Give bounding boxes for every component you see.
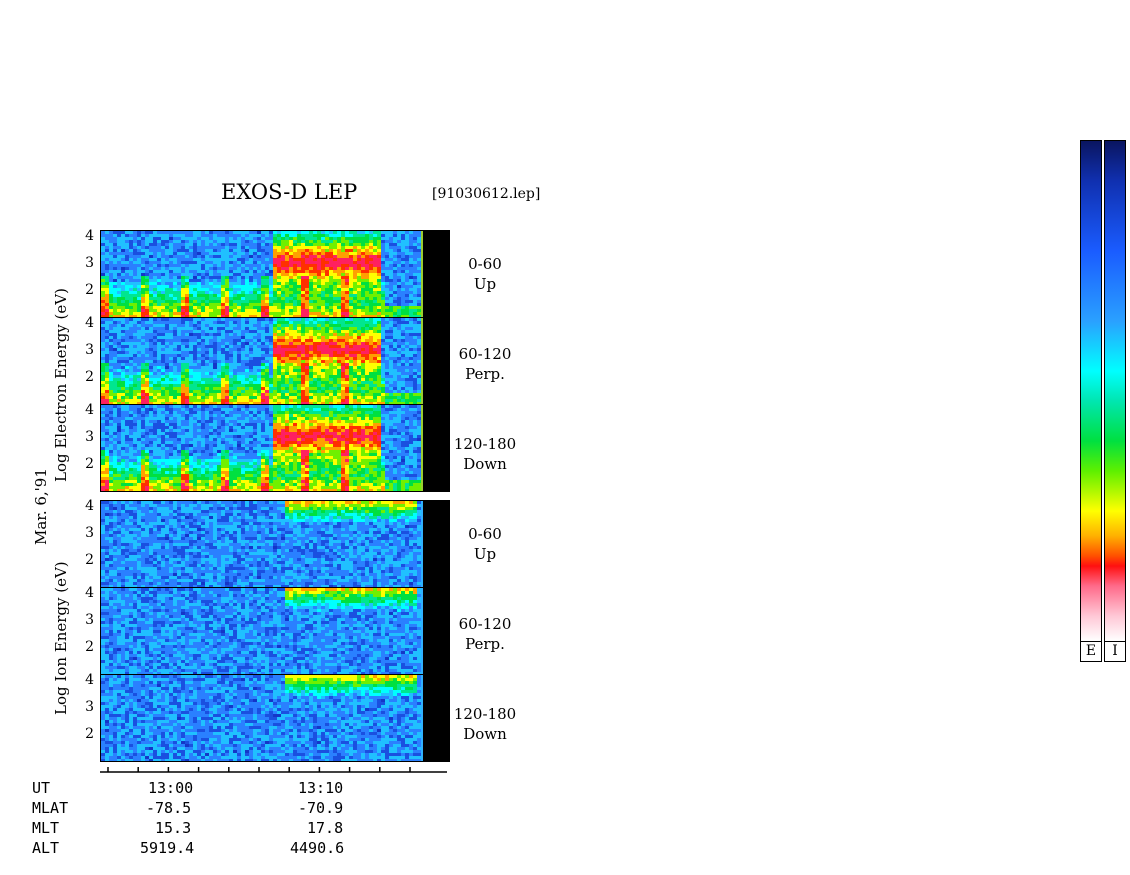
y-tick-label: 4 xyxy=(85,672,94,688)
y-tick-label: 3 xyxy=(85,429,94,445)
channel-label: 0-60 Up xyxy=(468,525,502,563)
electron-up-panel xyxy=(100,230,450,318)
colorbar-label-i: I xyxy=(1105,641,1125,661)
channel-label: 0-60 Up xyxy=(468,255,502,293)
channel-label: 120-180 Down xyxy=(453,705,517,743)
y-tick-label: 2 xyxy=(85,726,94,742)
chart-title: EXOS-D LEP xyxy=(221,180,358,204)
y-tick-label: 3 xyxy=(85,525,94,541)
y-tick-label: 2 xyxy=(85,552,94,568)
channel-label: 120-180 Down xyxy=(453,435,517,473)
y-tick-label: 4 xyxy=(85,228,94,244)
footer-ut-2: 13:10 xyxy=(298,779,344,797)
y-tick-label: 4 xyxy=(85,585,94,601)
footer-mlat-2: -70.9 xyxy=(298,799,344,817)
electron-colorbar: E xyxy=(1080,140,1102,662)
y-tick-label: 2 xyxy=(85,369,94,385)
footer-alt-1: 5919.4 xyxy=(140,839,195,857)
footer-label-alt: ALT xyxy=(32,839,60,857)
channel-label: 60-120 Perp. xyxy=(458,615,512,653)
file-name: [91030612.lep] xyxy=(432,186,541,202)
colorbar-gradient xyxy=(1081,141,1101,641)
ion-axis-label: Log Ion Energy (eV) xyxy=(52,561,70,715)
footer-label-mlt: MLT xyxy=(32,819,60,837)
y-tick-label: 4 xyxy=(85,315,94,331)
y-tick-label: 3 xyxy=(85,255,94,271)
ion-colorbar: I xyxy=(1104,140,1126,662)
footer-label-ut: UT xyxy=(32,779,51,797)
channel-label: 60-120 Perp. xyxy=(458,345,512,383)
colorbar-gradient xyxy=(1105,141,1125,641)
footer-alt-2: 4490.6 xyxy=(290,839,345,857)
footer-label-mlat: MLAT xyxy=(32,799,69,817)
colorbar-label-e: E xyxy=(1081,641,1101,661)
y-tick-label: 3 xyxy=(85,612,94,628)
y-tick-label: 4 xyxy=(85,402,94,418)
footer-mlat-1: -78.5 xyxy=(146,799,192,817)
y-tick-label: 2 xyxy=(85,456,94,472)
footer-ut-1: 13:00 xyxy=(148,779,194,797)
ion-up-panel xyxy=(100,500,450,588)
date-label: Mar. 6,'91 xyxy=(32,468,50,545)
footer-mlt-2: 17.8 xyxy=(307,819,344,837)
y-tick-label: 4 xyxy=(85,498,94,514)
y-tick-label: 2 xyxy=(85,639,94,655)
y-tick-label: 3 xyxy=(85,342,94,358)
electron-down-panel xyxy=(100,404,450,492)
time-axis xyxy=(100,767,447,773)
ion-perp-panel xyxy=(100,587,450,675)
electron-axis-label: Log Electron Energy (eV) xyxy=(52,288,70,482)
footer-mlt-1: 15.3 xyxy=(155,819,192,837)
electron-perp-panel xyxy=(100,317,450,405)
y-tick-label: 2 xyxy=(85,282,94,298)
y-tick-label: 3 xyxy=(85,699,94,715)
ion-down-panel xyxy=(100,674,450,762)
